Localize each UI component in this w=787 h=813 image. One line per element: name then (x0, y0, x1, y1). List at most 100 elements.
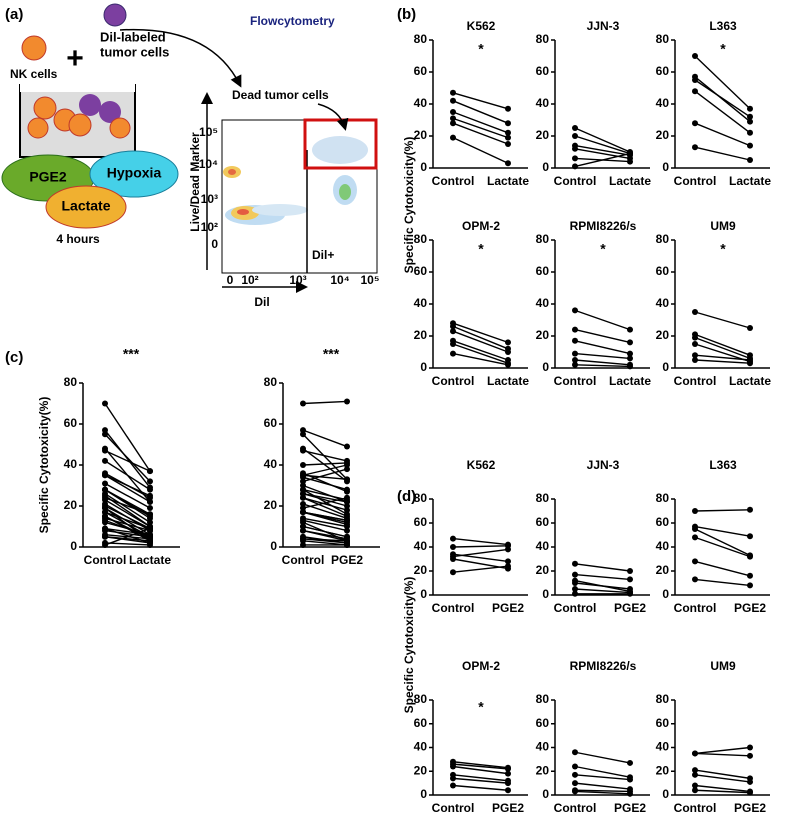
dot (627, 790, 633, 797)
dot (300, 427, 306, 434)
y-tick-label: 80 (656, 232, 670, 246)
dot (300, 500, 306, 507)
y-tick-label: 80 (536, 32, 550, 46)
dot (572, 326, 578, 333)
lactate-label: Lactate (61, 198, 110, 214)
x-tick-label: Control (432, 601, 475, 615)
x-tick-label: Control (674, 374, 717, 388)
dot (572, 749, 578, 756)
dot (147, 519, 153, 526)
dot (147, 537, 153, 544)
pair-line (302, 448, 348, 482)
pair-line (694, 789, 751, 794)
pair-line (452, 322, 509, 344)
pair-line (452, 761, 509, 769)
dot (300, 478, 306, 485)
pair-line (574, 144, 631, 156)
dot (572, 357, 578, 363)
y-tick-label: 0 (662, 360, 669, 374)
dot (505, 787, 511, 794)
dot (344, 503, 350, 509)
y-tick-label: 20 (536, 763, 550, 777)
dot (505, 780, 511, 787)
dot (692, 357, 698, 363)
pair-line (452, 777, 509, 784)
dot (505, 120, 511, 127)
dot (747, 325, 753, 331)
x-tick-label: Control (674, 801, 717, 813)
dot (102, 513, 108, 520)
y-tick-label: 60 (414, 515, 428, 529)
dot (300, 527, 306, 534)
dot (102, 517, 108, 524)
y-axis-label: Specific Cytotoxicity(%) (37, 397, 51, 534)
y-tick-label: 20 (656, 763, 670, 777)
dot (344, 466, 350, 473)
y-tick-label: 60 (656, 515, 670, 529)
dot (102, 505, 108, 512)
dot (572, 571, 578, 578)
y-tick-label: 0 (662, 787, 669, 801)
dot (102, 480, 108, 487)
dot (300, 509, 306, 516)
pair-line (694, 528, 751, 557)
dot (572, 788, 578, 795)
pair-line (574, 582, 631, 590)
chart-title: RPMI8226/s (570, 659, 637, 673)
y-tick-label: 0 (542, 360, 549, 374)
dot (102, 472, 108, 479)
y-tick-label: 20 (656, 128, 670, 142)
pair-line (574, 563, 631, 572)
y-tick-label: 20 (414, 328, 428, 342)
pair-line (302, 540, 348, 546)
y-tick-label: 20 (414, 763, 428, 777)
dot (300, 486, 306, 493)
pair-line (104, 527, 151, 546)
dot (505, 160, 511, 167)
pair-line (452, 565, 509, 573)
hypoxia-label: Hypoxia (107, 165, 162, 181)
pair-line (302, 519, 348, 532)
chart-title: OPM-2 (462, 659, 500, 673)
dot (572, 590, 578, 597)
chart-title: RPMI8226/s (570, 219, 637, 233)
flow-y-tick: 10⁴ (199, 157, 218, 171)
dot (102, 457, 108, 464)
dot (692, 309, 698, 315)
pair-line (104, 536, 151, 542)
dot (747, 157, 753, 163)
flow-y-tick: 0 (211, 237, 218, 251)
y-tick-label: 0 (270, 539, 277, 553)
dot (505, 349, 511, 355)
dot (692, 352, 698, 359)
dot (692, 53, 698, 59)
dot (102, 427, 108, 434)
y-tick-label: 40 (656, 96, 670, 110)
dot (300, 490, 306, 497)
x-tick-label: PGE2 (734, 801, 766, 813)
pair-line (694, 333, 751, 356)
y-tick-label: 40 (414, 296, 428, 310)
chart-title: UM9 (710, 219, 736, 233)
dot (147, 498, 153, 505)
chart-title: OPM-2 (462, 219, 500, 233)
pair-line (302, 538, 348, 544)
chart-title: UM9 (710, 659, 736, 673)
dot (572, 361, 578, 368)
y-tick-label: 60 (656, 64, 670, 78)
pair-line (452, 325, 509, 350)
dot (747, 506, 753, 513)
dot (147, 484, 153, 491)
dot (450, 89, 456, 96)
y-tick-label: 40 (536, 740, 550, 754)
dot (300, 535, 306, 542)
dot (344, 515, 350, 522)
dot (300, 462, 306, 468)
pair-line (574, 359, 631, 366)
y-tick-label: 80 (656, 491, 670, 505)
pair-line (104, 429, 151, 488)
dot (692, 341, 698, 347)
dot (450, 134, 456, 141)
y-tick-label: 20 (414, 128, 428, 142)
y-tick-label: 60 (656, 264, 670, 278)
